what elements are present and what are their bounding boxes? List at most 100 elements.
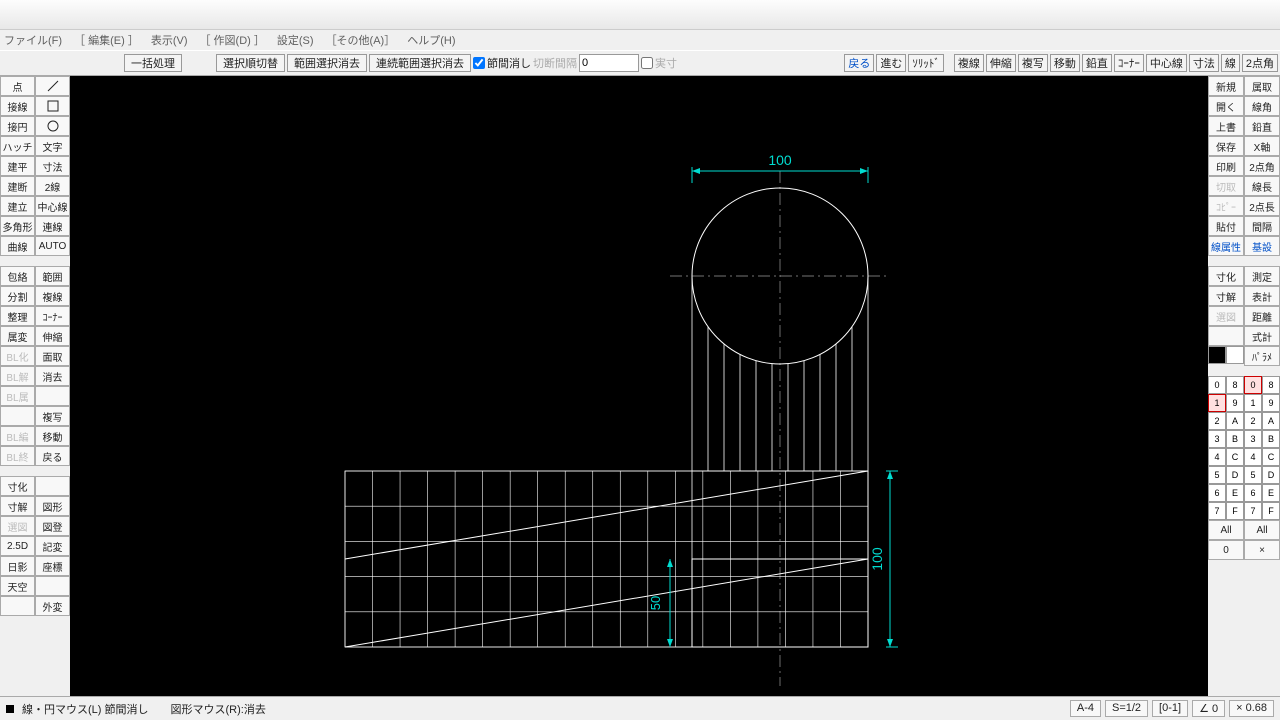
tool-範囲[interactable]: 範囲 [35, 266, 70, 286]
tool-ハッチ[interactable]: ハッチ [0, 136, 35, 156]
tool-消去[interactable]: 消去 [35, 366, 70, 386]
solid-button[interactable]: ｿﾘｯﾄﾞ [908, 54, 944, 72]
pt2-button[interactable]: 2点角 [1242, 54, 1278, 72]
tool-伸縮[interactable]: 伸縮 [35, 326, 70, 346]
layer-cell-A[interactable]: A [1262, 412, 1280, 430]
layer-x-button[interactable]: × [1244, 540, 1280, 560]
rtool-X軸[interactable]: X軸 [1244, 136, 1280, 156]
dim-button[interactable]: 寸法 [1189, 54, 1219, 72]
layer-0-button[interactable]: 0 [1208, 540, 1244, 560]
tool-□[interactable] [35, 96, 70, 116]
tool-建平[interactable]: 建平 [0, 156, 35, 176]
tool-図登[interactable]: 図登 [35, 516, 70, 536]
layer-cell-E[interactable]: E [1262, 484, 1280, 502]
tool-分割[interactable]: 分割 [0, 286, 35, 306]
layer-cell-C[interactable]: C [1226, 448, 1244, 466]
tool-属変[interactable]: 属変 [0, 326, 35, 346]
layer-cell-B[interactable]: B [1226, 430, 1244, 448]
chk-segment-erase[interactable]: 節間消し [473, 55, 531, 71]
rtool-線角[interactable]: 線角 [1244, 96, 1280, 116]
layer-cell-3[interactable]: 3 [1244, 430, 1262, 448]
tool-中心線[interactable]: 中心線 [35, 196, 70, 216]
chk-realsize[interactable]: 実寸 [641, 55, 677, 71]
layer-cell-7[interactable]: 7 [1244, 502, 1262, 520]
rtool-開く[interactable]: 開く [1208, 96, 1244, 116]
color-swatch[interactable] [1208, 346, 1244, 364]
rtool-貼付[interactable]: 貼付 [1208, 216, 1244, 236]
rtool-式計[interactable]: 式計 [1244, 326, 1280, 346]
layer-cell-8[interactable]: 8 [1262, 376, 1280, 394]
tool-移動[interactable]: 移動 [35, 426, 70, 446]
tool-日影[interactable]: 日影 [0, 556, 35, 576]
layer-cell-5[interactable]: 5 [1244, 466, 1262, 484]
menu-file[interactable]: ファイル(F) [4, 32, 62, 48]
perp-button[interactable]: 鉛直 [1082, 54, 1112, 72]
tool-建立[interactable]: 建立 [0, 196, 35, 216]
rtool-上書[interactable]: 上書 [1208, 116, 1244, 136]
tool-座標[interactable]: 座標 [35, 556, 70, 576]
menu-draw[interactable]: ［ 作図(D) ］ [200, 32, 265, 48]
rtool-表計[interactable]: 表計 [1244, 286, 1280, 306]
copy-button[interactable]: 複写 [1018, 54, 1048, 72]
tool-外変[interactable]: 外変 [35, 596, 70, 616]
back-button[interactable]: 戻る [844, 54, 874, 72]
rtool-2点角[interactable]: 2点角 [1244, 156, 1280, 176]
rtool-間隔[interactable]: 間隔 [1244, 216, 1280, 236]
layer-cell-7[interactable]: 7 [1208, 502, 1226, 520]
rtool-ｺﾋﾟｰ[interactable]: ｺﾋﾟｰ [1208, 196, 1244, 216]
layer-cell-6[interactable]: 6 [1244, 484, 1262, 502]
layer-cell-D[interactable]: D [1226, 466, 1244, 484]
menu-other[interactable]: ［その他(A)］ [326, 32, 396, 48]
layer-cell-D[interactable]: D [1262, 466, 1280, 484]
layer-cell-A[interactable]: A [1226, 412, 1244, 430]
rtool-保存[interactable]: 保存 [1208, 136, 1244, 156]
layer-all-left[interactable]: All [1208, 520, 1244, 540]
menu-view[interactable]: 表示(V) [151, 32, 188, 48]
tool-図形[interactable]: 図形 [35, 496, 70, 516]
rtool-選図[interactable]: 選図 [1208, 306, 1244, 326]
tool-連線[interactable]: 連線 [35, 216, 70, 236]
tool-文字[interactable]: 文字 [35, 136, 70, 156]
tool-寸法[interactable]: 寸法 [35, 156, 70, 176]
layer-cell-8[interactable]: 8 [1226, 376, 1244, 394]
layer-cell-0[interactable]: 0 [1244, 376, 1262, 394]
rtool-寸化[interactable]: 寸化 [1208, 266, 1244, 286]
rtool-鉛直[interactable]: 鉛直 [1244, 116, 1280, 136]
tool-ｺｰﾅｰ[interactable]: ｺｰﾅｰ [35, 306, 70, 326]
layer-cell-1[interactable]: 1 [1208, 394, 1226, 412]
tool-点[interactable]: 点 [0, 76, 35, 96]
tool-/[interactable] [35, 76, 70, 96]
center-button[interactable]: 中心線 [1146, 54, 1187, 72]
tool-寸化[interactable]: 寸化 [0, 476, 35, 496]
rtool-基設[interactable]: 基設 [1244, 236, 1280, 256]
layer-cell-3[interactable]: 3 [1208, 430, 1226, 448]
ext-button[interactable]: 伸縮 [986, 54, 1016, 72]
tool-整理[interactable]: 整理 [0, 306, 35, 326]
layer-cell-4[interactable]: 4 [1244, 448, 1262, 466]
tool-BL終[interactable]: BL終 [0, 446, 35, 466]
rangedel-button[interactable]: 範囲選択消去 [287, 54, 367, 72]
menu-settings[interactable]: 設定(S) [277, 32, 314, 48]
tool-複写[interactable]: 複写 [35, 406, 70, 426]
fwd-button[interactable]: 進む [876, 54, 906, 72]
tool-○[interactable] [35, 116, 70, 136]
tool-曲線[interactable]: 曲線 [0, 236, 35, 256]
tool-接円[interactable]: 接円 [0, 116, 35, 136]
move-button[interactable]: 移動 [1050, 54, 1080, 72]
tool-記変[interactable]: 記変 [35, 536, 70, 556]
layer-cell-4[interactable]: 4 [1208, 448, 1226, 466]
layer-cell-6[interactable]: 6 [1208, 484, 1226, 502]
rtool-切取[interactable]: 切取 [1208, 176, 1244, 196]
tool-2.5D[interactable]: 2.5D [0, 536, 35, 556]
tool-接線[interactable]: 接線 [0, 96, 35, 116]
tool-面取[interactable]: 面取 [35, 346, 70, 366]
layer-cell-F[interactable]: F [1262, 502, 1280, 520]
selswap-button[interactable]: 選択順切替 [216, 54, 285, 72]
layer-cell-2[interactable]: 2 [1244, 412, 1262, 430]
tool-BL解[interactable]: BL解 [0, 366, 35, 386]
tool-包絡[interactable]: 包絡 [0, 266, 35, 286]
tool-BL属[interactable]: BL属 [0, 386, 35, 406]
layer-cell-0[interactable]: 0 [1208, 376, 1226, 394]
rtool-2点長[interactable]: 2点長 [1244, 196, 1280, 216]
rtool-距離[interactable]: 距離 [1244, 306, 1280, 326]
